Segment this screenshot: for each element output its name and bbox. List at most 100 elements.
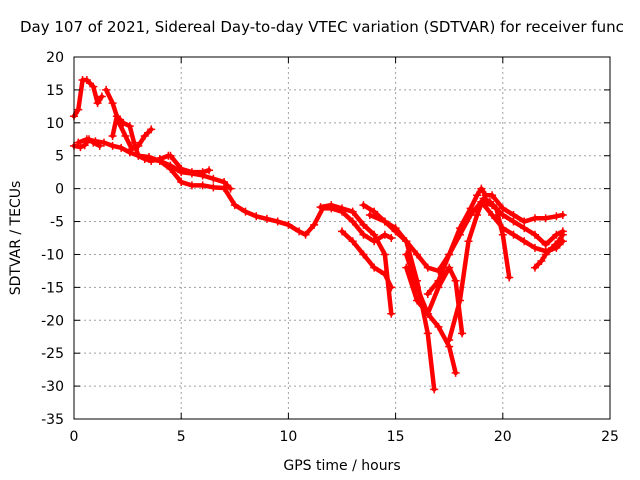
x-tick-label: 25	[601, 429, 619, 445]
data-point	[117, 143, 126, 152]
data-point	[430, 385, 439, 394]
plot-frame	[73, 56, 611, 420]
data-point	[380, 217, 389, 226]
data-point	[230, 201, 239, 210]
series-track-7	[166, 151, 214, 177]
data-point	[147, 125, 156, 134]
data-point	[445, 250, 454, 259]
data-point	[548, 243, 557, 252]
data-point	[74, 138, 83, 147]
data-point	[423, 329, 432, 338]
data-point	[458, 329, 467, 338]
x-tick-label: 0	[70, 429, 79, 445]
y-tick-label: -15	[41, 280, 64, 296]
data-point	[552, 212, 561, 221]
data-point	[530, 230, 539, 239]
data-point	[423, 289, 432, 298]
data-point	[177, 178, 186, 187]
data-point	[359, 201, 368, 210]
y-tick-label: 20	[46, 50, 64, 66]
data-point	[451, 276, 460, 285]
data-point	[348, 217, 357, 226]
data-point	[100, 138, 109, 147]
data-point	[455, 296, 464, 305]
data-point	[488, 201, 497, 210]
y-tick-label: -30	[41, 379, 64, 395]
data-point	[473, 191, 482, 200]
series-track-1	[70, 76, 106, 121]
data-point	[380, 250, 389, 259]
data-point	[209, 183, 218, 192]
data-point	[473, 210, 482, 219]
series-track-8	[316, 201, 396, 318]
data-point	[241, 207, 250, 216]
data-point	[145, 155, 154, 164]
data-point	[284, 220, 293, 229]
data-point	[402, 250, 411, 259]
tick-layer: 0 5 10 15 20 25 20 15 10 5 0 -5 -10 -15 -20 -25 -30 -35	[41, 50, 619, 445]
data-point	[530, 263, 539, 272]
data-point	[273, 217, 282, 226]
series-line	[339, 229, 394, 290]
data-point	[370, 207, 379, 216]
data-point	[558, 230, 567, 239]
data-point	[445, 336, 454, 345]
data-point	[348, 237, 357, 246]
data-point	[380, 230, 389, 239]
data-point	[423, 309, 432, 318]
data-point	[310, 220, 319, 229]
data-point	[520, 224, 529, 233]
series-track-17	[530, 230, 567, 272]
data-point	[209, 174, 218, 183]
data-point	[537, 257, 546, 266]
data-point	[434, 276, 443, 285]
series-track-14	[423, 184, 567, 298]
x-tick-label: 20	[494, 429, 512, 445]
data-point	[166, 151, 175, 160]
data-point	[413, 296, 422, 305]
data-point	[445, 263, 454, 272]
data-point	[370, 230, 379, 239]
series-track-4	[102, 85, 156, 154]
data-point	[413, 250, 422, 259]
data-point	[541, 240, 550, 249]
data-point	[74, 105, 83, 114]
data-point	[554, 237, 563, 246]
data-point	[359, 250, 368, 259]
data-point	[198, 181, 207, 190]
data-point	[252, 212, 261, 221]
data-point	[155, 156, 164, 165]
data-point	[89, 82, 98, 91]
y-tick-label: -35	[41, 412, 64, 428]
data-point	[93, 99, 102, 108]
data-point	[119, 118, 128, 127]
y-tick-label: 10	[46, 116, 64, 132]
series-track-12	[402, 250, 460, 377]
data-point	[359, 220, 368, 229]
data-point	[402, 237, 411, 246]
data-point	[327, 201, 336, 210]
data-point	[316, 203, 325, 212]
data-point	[301, 230, 310, 239]
data-point	[76, 143, 85, 152]
data-point	[498, 210, 507, 219]
y-tick-label: -5	[50, 215, 64, 231]
y-axis-label: SDTVAR / TECUs	[8, 181, 24, 296]
data-point	[477, 197, 486, 206]
x-axis-label: GPS time / hours	[283, 458, 400, 474]
data-point	[108, 131, 117, 140]
data-point	[477, 184, 486, 193]
data-point	[177, 164, 186, 173]
y-tick-label: -25	[41, 346, 64, 362]
data-point	[466, 204, 475, 213]
data-point	[509, 217, 518, 226]
data-point	[498, 230, 507, 239]
data-point	[82, 135, 91, 144]
series-track-3	[74, 135, 235, 193]
data-point	[187, 168, 196, 177]
data-point	[121, 131, 130, 140]
data-point	[205, 166, 214, 175]
y-tick-label: 15	[46, 83, 64, 99]
data-point	[140, 131, 149, 140]
